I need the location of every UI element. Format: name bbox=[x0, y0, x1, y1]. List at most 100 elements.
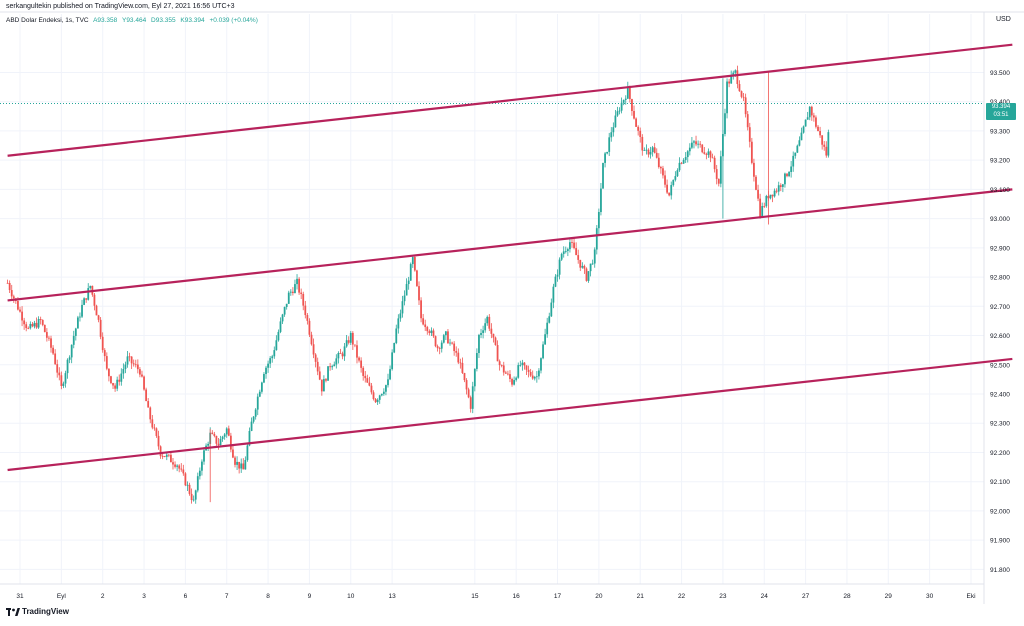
candle bbox=[93, 292, 96, 311]
candle bbox=[664, 170, 666, 188]
candle bbox=[279, 317, 282, 334]
candle bbox=[773, 188, 776, 198]
tradingview-logo-text: TradingView bbox=[22, 607, 69, 616]
candle bbox=[643, 147, 646, 151]
candle bbox=[136, 359, 139, 374]
y-tick-label: 93.100 bbox=[990, 187, 1010, 194]
channel-line-middle[interactable] bbox=[7, 188, 1013, 302]
candle bbox=[364, 371, 367, 383]
candle bbox=[223, 432, 226, 440]
candle bbox=[385, 384, 387, 396]
candle bbox=[161, 453, 164, 460]
candle bbox=[45, 328, 48, 342]
candle bbox=[442, 333, 445, 344]
candle bbox=[755, 174, 757, 191]
candle bbox=[302, 291, 305, 311]
candle bbox=[341, 351, 344, 360]
candle bbox=[759, 193, 762, 219]
candle bbox=[225, 427, 228, 438]
candle bbox=[240, 458, 243, 473]
channel-line-upper[interactable] bbox=[7, 43, 1013, 157]
candle bbox=[275, 335, 278, 351]
candle bbox=[347, 336, 350, 345]
x-tick-label: 2 bbox=[101, 593, 105, 600]
candle bbox=[287, 290, 290, 304]
candle bbox=[378, 394, 381, 404]
candle bbox=[585, 267, 588, 282]
candle bbox=[736, 65, 739, 89]
candle bbox=[823, 141, 826, 151]
candle bbox=[105, 352, 108, 371]
candle bbox=[147, 398, 150, 408]
candle bbox=[250, 417, 253, 432]
candle bbox=[304, 300, 307, 319]
candle bbox=[602, 162, 604, 189]
y-tick-label: 92.000 bbox=[990, 508, 1010, 515]
candle bbox=[622, 99, 625, 106]
candle bbox=[763, 202, 766, 208]
candle bbox=[356, 340, 358, 364]
candle bbox=[403, 290, 406, 306]
candle bbox=[651, 145, 654, 157]
candle bbox=[451, 341, 453, 345]
candle bbox=[376, 398, 379, 405]
candle bbox=[560, 252, 563, 261]
candle bbox=[473, 368, 476, 392]
candle bbox=[120, 368, 123, 386]
candle bbox=[39, 316, 42, 325]
candle bbox=[777, 181, 780, 196]
candle bbox=[72, 330, 75, 349]
candle bbox=[426, 325, 429, 335]
candle bbox=[581, 262, 584, 269]
candle bbox=[281, 313, 284, 325]
candle bbox=[99, 317, 102, 340]
candle bbox=[459, 358, 462, 369]
candle bbox=[308, 318, 311, 337]
candle bbox=[670, 181, 673, 200]
candle bbox=[498, 359, 501, 371]
candle bbox=[333, 361, 336, 367]
candle bbox=[37, 316, 40, 329]
candle bbox=[606, 151, 609, 155]
candle bbox=[21, 306, 23, 327]
candle bbox=[507, 370, 509, 376]
candle bbox=[196, 472, 199, 493]
candle bbox=[444, 330, 447, 341]
candle bbox=[488, 314, 491, 332]
x-tick-label: 6 bbox=[184, 593, 188, 600]
candle bbox=[550, 298, 553, 317]
candle bbox=[525, 365, 528, 375]
candle bbox=[556, 269, 559, 282]
candle bbox=[141, 370, 143, 378]
tradingview-logo[interactable]: TradingView bbox=[6, 607, 69, 616]
channel-line-lower[interactable] bbox=[7, 357, 1013, 472]
x-tick-label: 7 bbox=[225, 593, 229, 600]
x-tick-label: 13 bbox=[389, 593, 397, 600]
candle bbox=[761, 202, 764, 218]
x-tick-label: 30 bbox=[926, 593, 934, 600]
candle bbox=[246, 443, 249, 462]
symbol-title[interactable]: ABD Dolar Endeksi, 1s, TVC bbox=[6, 17, 89, 24]
y-tick-label: 92.400 bbox=[990, 392, 1010, 399]
candle bbox=[500, 364, 503, 368]
candle bbox=[538, 368, 540, 380]
candle bbox=[697, 140, 700, 149]
candle bbox=[554, 274, 557, 288]
candle bbox=[428, 329, 431, 336]
candle bbox=[455, 346, 458, 357]
x-tick-label: 24 bbox=[761, 593, 769, 600]
x-tick-label: Eki bbox=[966, 593, 975, 600]
candle bbox=[265, 365, 267, 379]
candle bbox=[211, 430, 214, 435]
candle bbox=[380, 393, 383, 397]
candle bbox=[176, 464, 179, 472]
x-tick-label: 17 bbox=[554, 593, 562, 600]
candle bbox=[647, 148, 650, 158]
currency-label[interactable]: USD bbox=[996, 16, 1011, 23]
candle bbox=[641, 134, 644, 156]
y-tick-label: 93.000 bbox=[990, 216, 1010, 223]
candle bbox=[405, 278, 408, 296]
candle bbox=[705, 152, 708, 160]
candle bbox=[221, 435, 224, 442]
